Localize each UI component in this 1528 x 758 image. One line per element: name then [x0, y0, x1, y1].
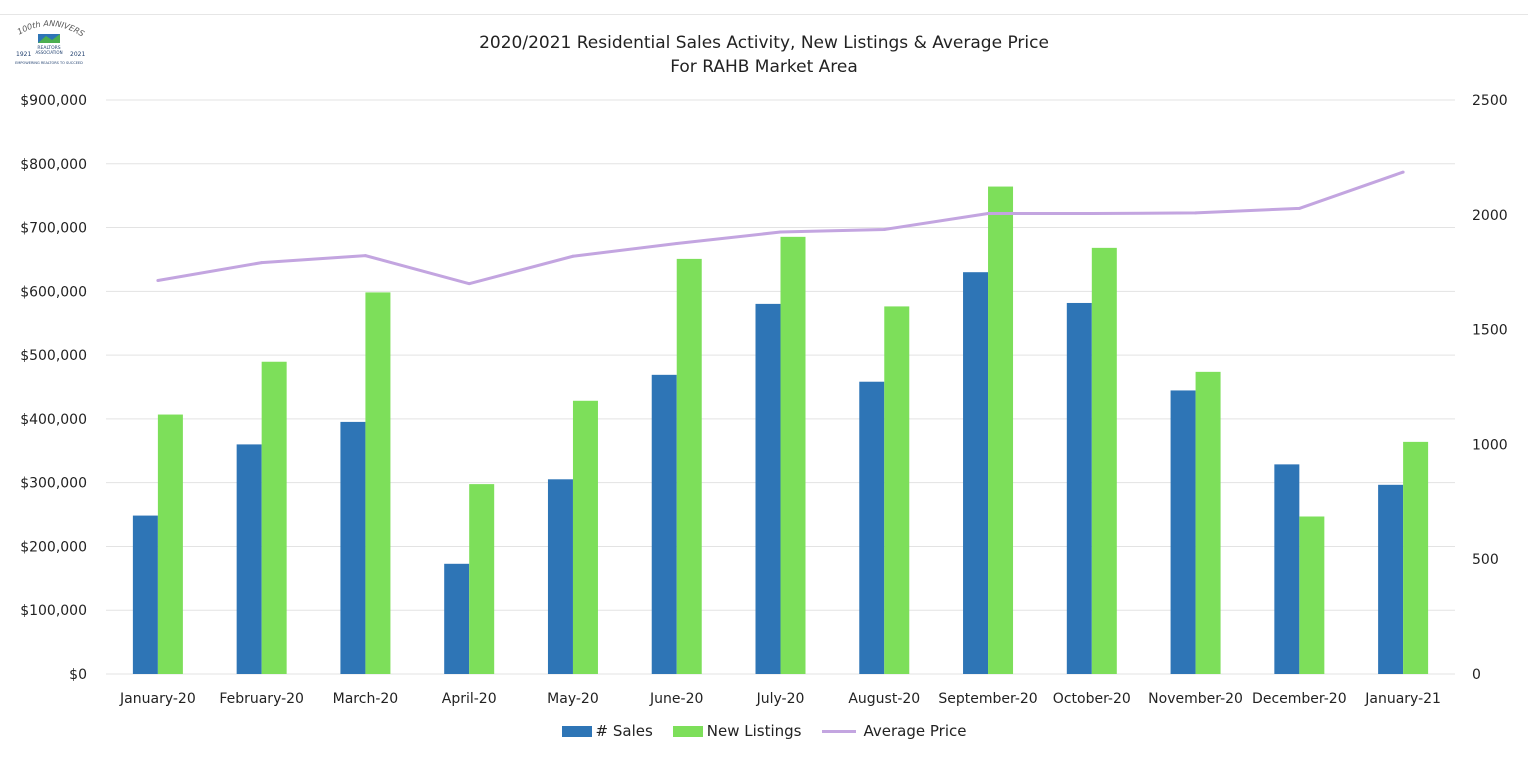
legend-swatch-sales [561, 725, 592, 737]
x-axis-tick-label: December-20 [1252, 691, 1347, 707]
point-average-price [882, 227, 886, 231]
left-axis-tick-label: $500,000 [20, 348, 87, 364]
point-average-price [571, 254, 575, 258]
right-axis-tick-label: 1500 [1472, 323, 1508, 339]
bar-new-listings [261, 361, 287, 674]
bar-new-listings [157, 414, 183, 674]
point-average-price [1090, 212, 1094, 216]
bar-sales [1170, 390, 1196, 674]
right-axis-tick-label: 500 [1472, 552, 1499, 568]
point-average-price [675, 242, 679, 245]
x-axis-tick-label: February-20 [219, 691, 304, 707]
right-axis-tick-label: 1000 [1472, 437, 1508, 453]
x-axis-tick-label: June-20 [649, 691, 703, 707]
legend-item-price: Average Price [821, 722, 967, 740]
right-axis-tick-label: 2500 [1472, 93, 1508, 109]
svg-text:EMPOWERING REALTORS TO SUCCEED: EMPOWERING REALTORS TO SUCCEED [15, 61, 83, 65]
bar-new-listings [1091, 247, 1117, 674]
point-average-price [363, 254, 367, 258]
point-average-price [156, 278, 160, 282]
legend-label-sales: # Sales [595, 722, 653, 740]
left-axis-tick-label: $100,000 [20, 603, 87, 619]
x-axis-tick-label: November-20 [1148, 691, 1243, 707]
bar-new-listings [676, 258, 702, 674]
bar-sales [340, 421, 366, 674]
x-axis-tick-label: March-20 [333, 691, 399, 707]
bar-sales [236, 444, 262, 674]
right-axis-tick-label: 2000 [1472, 208, 1508, 224]
bar-sales [1378, 484, 1404, 674]
bar-sales [1066, 302, 1092, 674]
bar-new-listings [988, 186, 1014, 674]
x-axis-tick-label: September-20 [938, 691, 1037, 707]
bar-sales [1274, 464, 1300, 674]
legend-item-sales: # Sales [561, 722, 653, 740]
bar-new-listings [469, 484, 495, 674]
x-axis-tick-label: May-20 [547, 691, 599, 707]
x-axis-tick-label: July-20 [756, 691, 805, 707]
bar-sales [132, 515, 158, 674]
left-axis-tick-label: $200,000 [20, 539, 87, 555]
bar-sales [547, 479, 573, 674]
point-average-price [1297, 206, 1301, 210]
svg-text:1921: 1921 [16, 51, 31, 58]
point-average-price [260, 261, 264, 265]
point-average-price [1401, 170, 1405, 174]
x-axis-tick-label: April-20 [442, 691, 497, 707]
point-average-price [779, 230, 782, 234]
x-axis-tick-label: August-20 [848, 691, 920, 707]
bar-new-listings [365, 292, 391, 674]
svg-text:ASSOCIATION: ASSOCIATION [35, 50, 62, 55]
bar-new-listings [572, 400, 598, 674]
bar-sales [444, 563, 470, 674]
point-average-price [467, 282, 471, 286]
left-axis-tick-label: $800,000 [20, 157, 87, 173]
legend-label-listings: New Listings [706, 722, 802, 740]
legend-swatch-listings [672, 725, 703, 737]
point-average-price [1194, 211, 1198, 215]
bar-sales [651, 374, 677, 674]
legend-item-listings: New Listings [672, 722, 802, 740]
left-axis-tick-label: $700,000 [20, 221, 87, 237]
legend-label-price: Average Price [863, 722, 967, 740]
top-divider [0, 14, 1528, 15]
left-axis-tick-label: $0 [69, 667, 87, 683]
bar-new-listings [1403, 441, 1429, 674]
left-axis-tick-label: $400,000 [20, 412, 87, 428]
left-axis-tick-label: $900,000 [20, 93, 87, 109]
bar-new-listings [884, 306, 910, 674]
x-axis-tick-label: January-20 [119, 691, 196, 707]
left-axis-tick-label: $300,000 [20, 476, 87, 492]
legend-swatch-price [821, 729, 856, 733]
bar-sales [963, 272, 989, 674]
bar-new-listings [1195, 371, 1221, 674]
bar-sales [755, 303, 781, 674]
chart-legend: # Sales New Listings Average Price [0, 722, 1528, 740]
bar-new-listings [1299, 516, 1325, 674]
left-axis-tick-label: $600,000 [20, 284, 87, 300]
point-average-price [986, 212, 990, 216]
x-axis-tick-label: January-21 [1364, 691, 1441, 707]
chart-subtitle: For RAHB Market Area [670, 57, 858, 77]
x-axis-tick-label: October-20 [1053, 691, 1131, 707]
svg-text:2021: 2021 [70, 51, 85, 58]
bar-sales [859, 381, 885, 674]
chart-title: 2020/2021 Residential Sales Activity, Ne… [479, 33, 1049, 53]
bar-new-listings [780, 236, 806, 674]
svg-text:REALTORS: REALTORS [37, 45, 60, 51]
right-axis-tick-label: 0 [1472, 667, 1481, 683]
